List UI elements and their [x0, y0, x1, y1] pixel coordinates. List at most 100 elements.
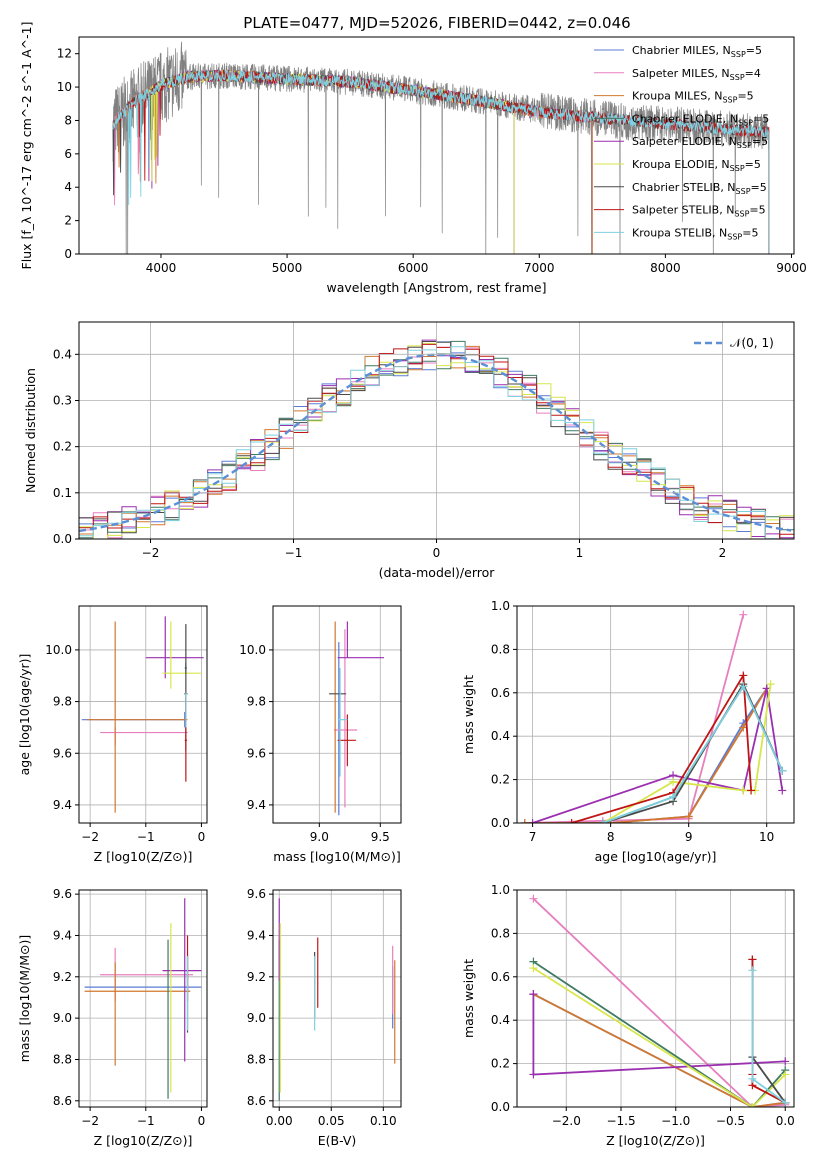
series-marker	[669, 792, 678, 801]
y-tick-label: 8.8	[247, 1052, 266, 1066]
error-bar	[162, 898, 202, 1062]
legend-entry: Chabrier STELIB, NSSP=5	[632, 181, 767, 196]
y-axis-label: mass weight	[461, 675, 476, 754]
y-tick-label: 10.0	[239, 643, 266, 657]
series-marker	[669, 777, 678, 786]
x-tick-label: 0.00	[266, 1114, 293, 1128]
y-tick-label: 6	[64, 147, 72, 161]
plot-frame	[78, 36, 795, 255]
series-marker	[739, 610, 748, 619]
y-tick-label: 9.4	[53, 798, 72, 812]
legend-entry: Chabrier MILES, NSSP=5	[632, 44, 762, 59]
series-marker	[739, 786, 748, 795]
y-tick-label: 0.2	[53, 440, 72, 454]
series-marker	[781, 1057, 790, 1066]
error-bar	[337, 714, 356, 767]
residuals-panel: −2 −1 0 1 2 0.0 0.1 0.2 0.3 0.4 (data-model)/error…	[23, 321, 795, 580]
legend-entry: Salpeter MILES, NSSP=4	[632, 67, 761, 82]
error-bar	[333, 629, 358, 808]
series-marker	[520, 819, 529, 823]
spectrum-panel: 4000 5000 6000 7000 8000 9000 0 2 4 6 8 10 12 wavelen…	[19, 22, 807, 295]
plot-frame	[272, 889, 402, 1108]
series-marker	[778, 766, 787, 775]
series-marker	[528, 819, 537, 823]
y-tick-label: 9.8	[247, 695, 266, 709]
series-marker	[739, 671, 748, 680]
legend-entry: 𝒩(0, 1)	[730, 336, 774, 350]
series-marker	[747, 786, 756, 795]
x-tick-label: 9000	[776, 261, 807, 275]
x-axis-label: (data-model)/error	[379, 565, 496, 580]
y-tick-label: 10.0	[45, 643, 72, 657]
x-tick-label: −2.0	[552, 1114, 581, 1128]
y-axis-label: age [log10(age/yr)]	[17, 654, 32, 776]
mass-vs-z-panel: −2 −1 0 8.6 8.8 9.0 9.2 9.4 9.6 Z [log10(Z/Z⊙)] ma…	[17, 887, 208, 1148]
x-tick-label: 0	[433, 546, 441, 560]
error-bar	[87, 621, 188, 813]
series-line	[751, 970, 786, 1104]
x-tick-label: −2	[142, 546, 160, 560]
y-tick-label: 0.0	[491, 1100, 510, 1114]
plot-frame	[78, 605, 208, 824]
legend-entry: Kroupa MILES, NSSP=5	[632, 90, 754, 105]
y-tick-label: 0.4	[491, 729, 510, 743]
figure-title: PLATE=0477, MJD=52026, FIBERID=0442, z=0…	[243, 14, 630, 32]
normal-curve	[79, 353, 792, 533]
y-axis-label: mass [log10(M/M⊙)]	[17, 935, 32, 1063]
y-tick-label: 9.6	[53, 887, 72, 901]
y-tick-label: 0.1	[53, 486, 72, 500]
series-marker	[598, 819, 607, 823]
y-tick-label: 1.0	[491, 599, 510, 613]
x-tick-label: −1	[137, 830, 155, 844]
y-tick-label: 9.0	[247, 1011, 266, 1025]
y-tick-label: 4	[64, 180, 72, 194]
x-tick-label: 6000	[398, 261, 429, 275]
x-tick-label: 9.0	[310, 830, 329, 844]
error-bar	[84, 962, 191, 1066]
x-tick-label: −0.5	[716, 1114, 745, 1128]
plot-frame	[516, 605, 795, 824]
x-tick-label: 7000	[524, 261, 555, 275]
legend-entry: Salpeter ELODIE, NSSP=5	[632, 135, 768, 150]
x-tick-label: 8000	[650, 261, 681, 275]
y-tick-label: 8.6	[247, 1094, 266, 1108]
y-tick-label: 0.2	[491, 1057, 510, 1071]
series-marker	[684, 812, 693, 821]
error-bar	[337, 668, 348, 777]
x-tick-label: 0.0	[776, 1114, 795, 1128]
series-marker	[529, 1070, 538, 1079]
series-line	[524, 688, 768, 823]
x-tick-label: 9	[685, 830, 693, 844]
legend-entry: Salpeter STELIB, NSSP=5	[632, 204, 766, 219]
y-axis-label: Flux [f_λ 10^-17 erg cm^-2 s^-1 A^-1]	[19, 22, 34, 270]
x-tick-label: 0.10	[370, 1114, 397, 1128]
series-line	[532, 967, 786, 1107]
x-tick-label: −2	[81, 1114, 99, 1128]
x-tick-label: −2	[81, 830, 99, 844]
series-marker	[748, 966, 757, 975]
error-bar	[100, 727, 188, 746]
model-spectrum-line	[112, 69, 770, 254]
model-spectrum-line	[112, 69, 593, 254]
x-axis-label: age [log10(age/yr)]	[595, 849, 717, 864]
x-tick-label: −1.0	[661, 1114, 690, 1128]
y-axis-label: mass weight	[461, 959, 476, 1038]
y-tick-label: 0.0	[53, 532, 72, 546]
x-axis-label: E(B-V)	[318, 1133, 357, 1148]
error-bar	[100, 947, 194, 1002]
error-bar	[162, 621, 202, 689]
y-tick-label: 12	[57, 47, 72, 61]
series-marker	[529, 964, 538, 973]
y-tick-label: 1.0	[491, 883, 510, 897]
y-tick-label: 0.2	[491, 773, 510, 787]
x-tick-label: −1	[137, 1114, 155, 1128]
series-marker	[766, 680, 775, 689]
y-tick-label: 8	[64, 113, 72, 127]
x-axis-label: mass [log10(M/M⊙)]	[273, 849, 401, 864]
plot-frame	[78, 889, 208, 1108]
y-tick-label: 0	[64, 247, 72, 261]
x-tick-label: −1.5	[606, 1114, 635, 1128]
mass-vs-ebv-panel: 0.00 0.05 0.10 8.6 8.8 9.0 9.2 9.4 9.6 E(B-V)	[247, 887, 402, 1148]
x-tick-label: 0	[198, 830, 206, 844]
